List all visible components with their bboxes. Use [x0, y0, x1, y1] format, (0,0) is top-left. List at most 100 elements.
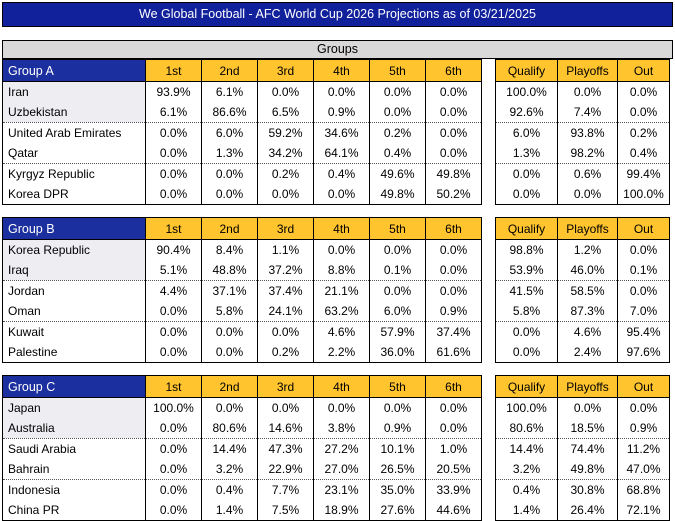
position-value-cell: 0.0% — [313, 184, 370, 205]
position-value-cell: 0.0% — [425, 122, 482, 143]
table-row: Korea DPR 0.0% 0.0% 0.0% 0.0% 49.8% 50.2% — [2, 184, 482, 205]
position-value-cell: 49.8% — [425, 163, 482, 184]
table-row: 3.2% 49.8% 47.0% — [495, 459, 670, 480]
position-value-cell: 0.0% — [201, 321, 258, 342]
table-row: 80.6% 18.5% 0.9% — [495, 418, 670, 439]
outcome-header: Playoffs — [557, 217, 618, 240]
position-header: 4th — [313, 59, 370, 82]
position-value-cell: 0.0% — [145, 301, 202, 322]
position-value-cell: 8.4% — [201, 239, 258, 260]
outcome-value-cell: 0.0% — [495, 321, 558, 342]
position-value-cell: 36.0% — [369, 342, 426, 363]
position-value-cell: 0.0% — [369, 102, 426, 123]
table-row: 100.0% 0.0% 0.0% — [495, 397, 670, 418]
outcome-value-cell: 93.8% — [557, 122, 618, 143]
position-value-cell: 0.0% — [145, 143, 202, 164]
table-row: Bahrain 0.0% 3.2% 22.9% 27.0% 26.5% 20.5% — [2, 459, 482, 480]
position-value-cell: 0.0% — [369, 280, 426, 301]
position-value-cell: 37.4% — [425, 321, 482, 342]
table-row: 0.4% 30.8% 68.8% — [495, 479, 670, 500]
position-value-cell: 8.8% — [313, 260, 370, 281]
team-name: Korea Republic — [2, 239, 146, 260]
outcome-value-cell: 98.8% — [495, 239, 558, 260]
position-header: 2nd — [201, 217, 258, 240]
position-value-cell: 61.6% — [425, 342, 482, 363]
table-row: 92.6% 7.4% 0.0% — [495, 102, 670, 123]
position-value-cell: 1.4% — [201, 500, 258, 521]
groups-container: Group A 1st 2nd 3rd 4th 5th 6th Iran 93.9% 6.1% 0.… — [2, 59, 673, 521]
position-value-cell: 37.2% — [257, 260, 314, 281]
outcome-value-cell: 49.8% — [557, 459, 618, 480]
team-name: Indonesia — [2, 479, 146, 500]
group-positions-table: Group B 1st 2nd 3rd 4th 5th 6th Korea Republic 9… — [2, 217, 482, 363]
outcome-value-cell: 0.0% — [557, 184, 618, 205]
position-header: 6th — [425, 59, 482, 82]
position-value-cell: 14.4% — [201, 438, 258, 459]
position-value-cell: 0.0% — [145, 321, 202, 342]
outcome-value-cell: 4.6% — [557, 321, 618, 342]
team-name: Japan — [2, 397, 146, 418]
position-value-cell: 0.2% — [257, 163, 314, 184]
position-value-cell: 49.6% — [369, 163, 426, 184]
outcome-value-cell: 0.0% — [617, 397, 670, 418]
outcome-value-cell: 26.4% — [557, 500, 618, 521]
position-value-cell: 0.0% — [425, 81, 482, 102]
outcome-header: Out — [617, 375, 670, 398]
position-value-cell: 0.0% — [257, 81, 314, 102]
position-value-cell: 34.6% — [313, 122, 370, 143]
table-row: 5.8% 87.3% 7.0% — [495, 301, 670, 322]
position-value-cell: 59.2% — [257, 122, 314, 143]
position-value-cell: 0.4% — [313, 163, 370, 184]
position-header: 3rd — [257, 59, 314, 82]
position-value-cell: 0.4% — [201, 479, 258, 500]
position-value-cell: 63.2% — [313, 301, 370, 322]
team-name: Kyrgyz Republic — [2, 163, 146, 184]
position-value-cell: 2.2% — [313, 342, 370, 363]
table-row: China PR 0.0% 1.4% 7.5% 18.9% 27.6% 44.6% — [2, 500, 482, 521]
table-row: Iran 93.9% 6.1% 0.0% 0.0% 0.0% 0.0% — [2, 81, 482, 102]
position-value-cell: 0.4% — [369, 143, 426, 164]
position-value-cell: 0.0% — [145, 500, 202, 521]
outcome-value-cell: 11.2% — [617, 438, 670, 459]
outcome-value-cell: 2.4% — [557, 342, 618, 363]
outcome-header: Qualify — [495, 59, 558, 82]
table-row: Palestine 0.0% 0.0% 0.2% 2.2% 36.0% 61.6% — [2, 342, 482, 363]
outcome-value-cell: 74.4% — [557, 438, 618, 459]
table-row: Kyrgyz Republic 0.0% 0.0% 0.2% 0.4% 49.6% 49.8… — [2, 163, 482, 184]
position-value-cell: 7.5% — [257, 500, 314, 521]
position-value-cell: 22.9% — [257, 459, 314, 480]
position-value-cell: 37.4% — [257, 280, 314, 301]
outcome-value-cell: 0.4% — [495, 479, 558, 500]
outcome-value-cell: 0.0% — [617, 239, 670, 260]
spacer — [2, 27, 673, 40]
outcome-value-cell: 0.1% — [617, 260, 670, 281]
table-row: 0.0% 4.6% 95.4% — [495, 321, 670, 342]
position-value-cell: 0.0% — [425, 418, 482, 439]
table-row: Oman 0.0% 5.8% 24.1% 63.2% 6.0% 0.9% — [2, 301, 482, 322]
outcome-value-cell: 0.0% — [495, 184, 558, 205]
outcome-value-cell: 92.6% — [495, 102, 558, 123]
position-value-cell: 0.0% — [145, 184, 202, 205]
position-value-cell: 4.4% — [145, 280, 202, 301]
outcome-value-cell: 0.0% — [557, 81, 618, 102]
position-header: 6th — [425, 217, 482, 240]
position-value-cell: 90.4% — [145, 239, 202, 260]
outcome-value-cell: 68.8% — [617, 479, 670, 500]
position-header: 3rd — [257, 217, 314, 240]
table-row: Qatar 0.0% 1.3% 34.2% 64.1% 0.4% 0.0% — [2, 143, 482, 164]
position-header: 2nd — [201, 59, 258, 82]
team-name: Bahrain — [2, 459, 146, 480]
table-row: 0.0% 0.0% 100.0% — [495, 184, 670, 205]
position-value-cell: 0.0% — [257, 397, 314, 418]
position-value-cell: 0.2% — [369, 122, 426, 143]
position-value-cell: 0.0% — [369, 397, 426, 418]
outcome-value-cell: 72.1% — [617, 500, 670, 521]
position-value-cell: 1.3% — [201, 143, 258, 164]
table-row: Indonesia 0.0% 0.4% 7.7% 23.1% 35.0% 33.9% — [2, 479, 482, 500]
outcome-header: Out — [617, 217, 670, 240]
position-value-cell: 0.0% — [369, 81, 426, 102]
team-name: Korea DPR — [2, 184, 146, 205]
table-row: 0.0% 2.4% 97.6% — [495, 342, 670, 363]
position-value-cell: 5.1% — [145, 260, 202, 281]
